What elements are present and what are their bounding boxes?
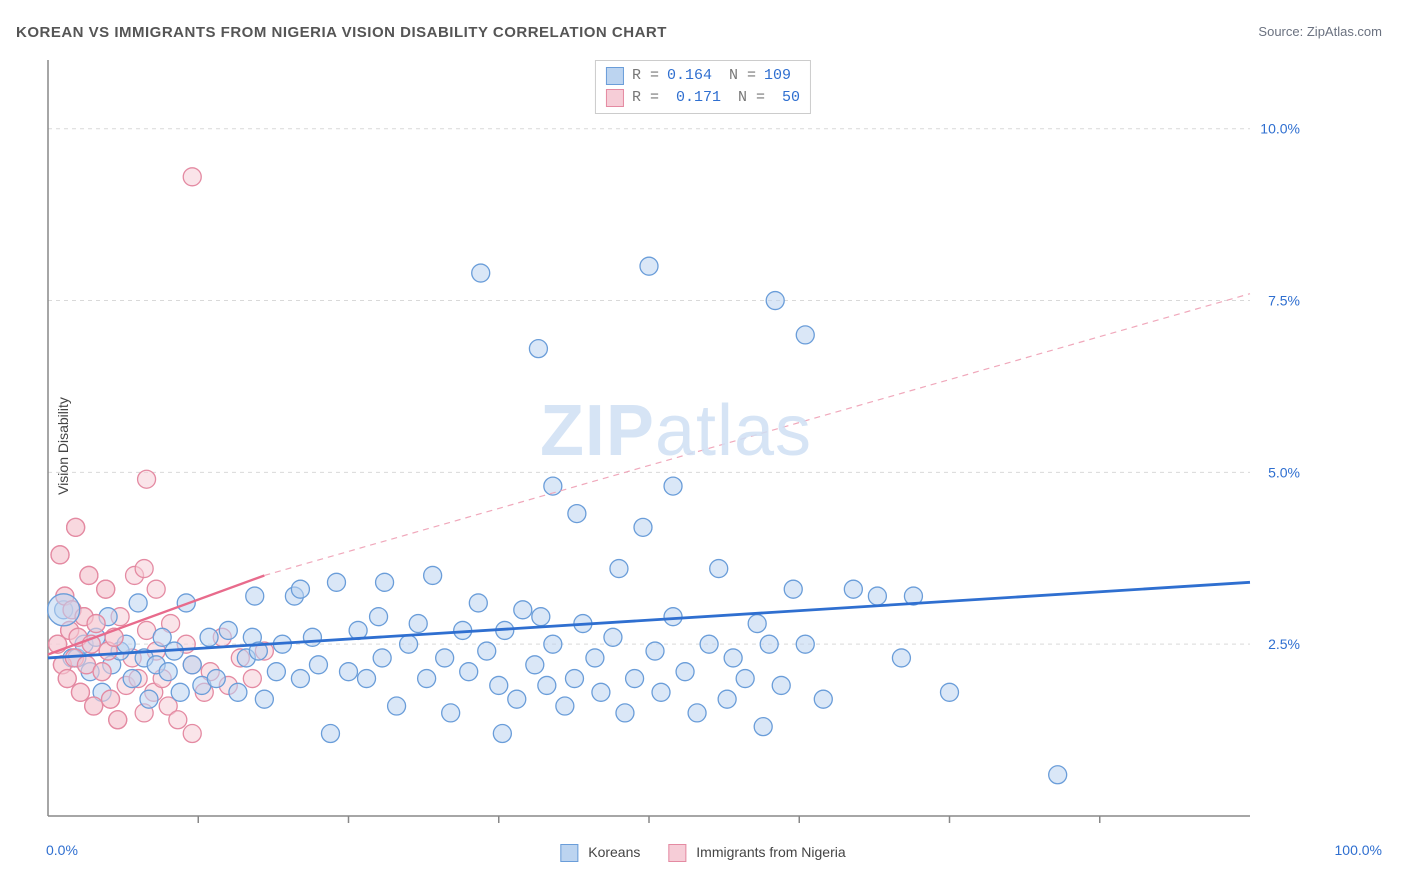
legend-item-koreans: Koreans [560, 844, 640, 862]
chart-title: KOREAN VS IMMIGRANTS FROM NIGERIA VISION… [16, 24, 667, 41]
stats-swatch-nigeria [606, 89, 624, 107]
svg-text:7.5%: 7.5% [1268, 293, 1300, 309]
legend-item-nigeria: Immigrants from Nigeria [668, 844, 845, 862]
plot-area: ZIPatlas 2.5%5.0%7.5%10.0% [46, 60, 1306, 832]
svg-text:5.0%: 5.0% [1268, 464, 1300, 480]
source-attribution: Source: ZipAtlas.com [1258, 24, 1382, 39]
stats-r-label: R = [632, 87, 659, 109]
stats-n-value-nigeria: 50 [773, 87, 800, 109]
correlation-stats-box: R = 0.164 N = 109 R = 0.171 N = 50 [595, 60, 811, 114]
stats-r-value-nigeria: 0.171 [667, 87, 721, 109]
source-value: ZipAtlas.com [1307, 24, 1382, 39]
stats-r-label: R = [632, 65, 659, 87]
stats-row-koreans: R = 0.164 N = 109 [606, 65, 800, 87]
legend-label-koreans: Koreans [588, 844, 640, 860]
legend-swatch-koreans [560, 844, 578, 862]
x-axis-min-label: 0.0% [46, 842, 78, 858]
stats-n-value-koreans: 109 [764, 65, 791, 87]
stats-n-label: N = [729, 87, 765, 109]
source-label: Source: [1258, 24, 1303, 39]
x-axis-max-label: 100.0% [1335, 842, 1382, 858]
legend-swatch-nigeria [668, 844, 686, 862]
svg-text:2.5%: 2.5% [1268, 636, 1300, 652]
bottom-legend: Koreans Immigrants from Nigeria [560, 844, 845, 862]
legend-label-nigeria: Immigrants from Nigeria [696, 844, 845, 860]
stats-n-label: N = [720, 65, 756, 87]
scatter-plot-svg: 2.5% 5.0% 7.5% 10.0% [46, 60, 1306, 832]
stats-swatch-koreans [606, 67, 624, 85]
stats-r-value-koreans: 0.164 [667, 65, 712, 87]
svg-text:10.0%: 10.0% [1260, 121, 1300, 137]
stats-row-nigeria: R = 0.171 N = 50 [606, 87, 800, 109]
